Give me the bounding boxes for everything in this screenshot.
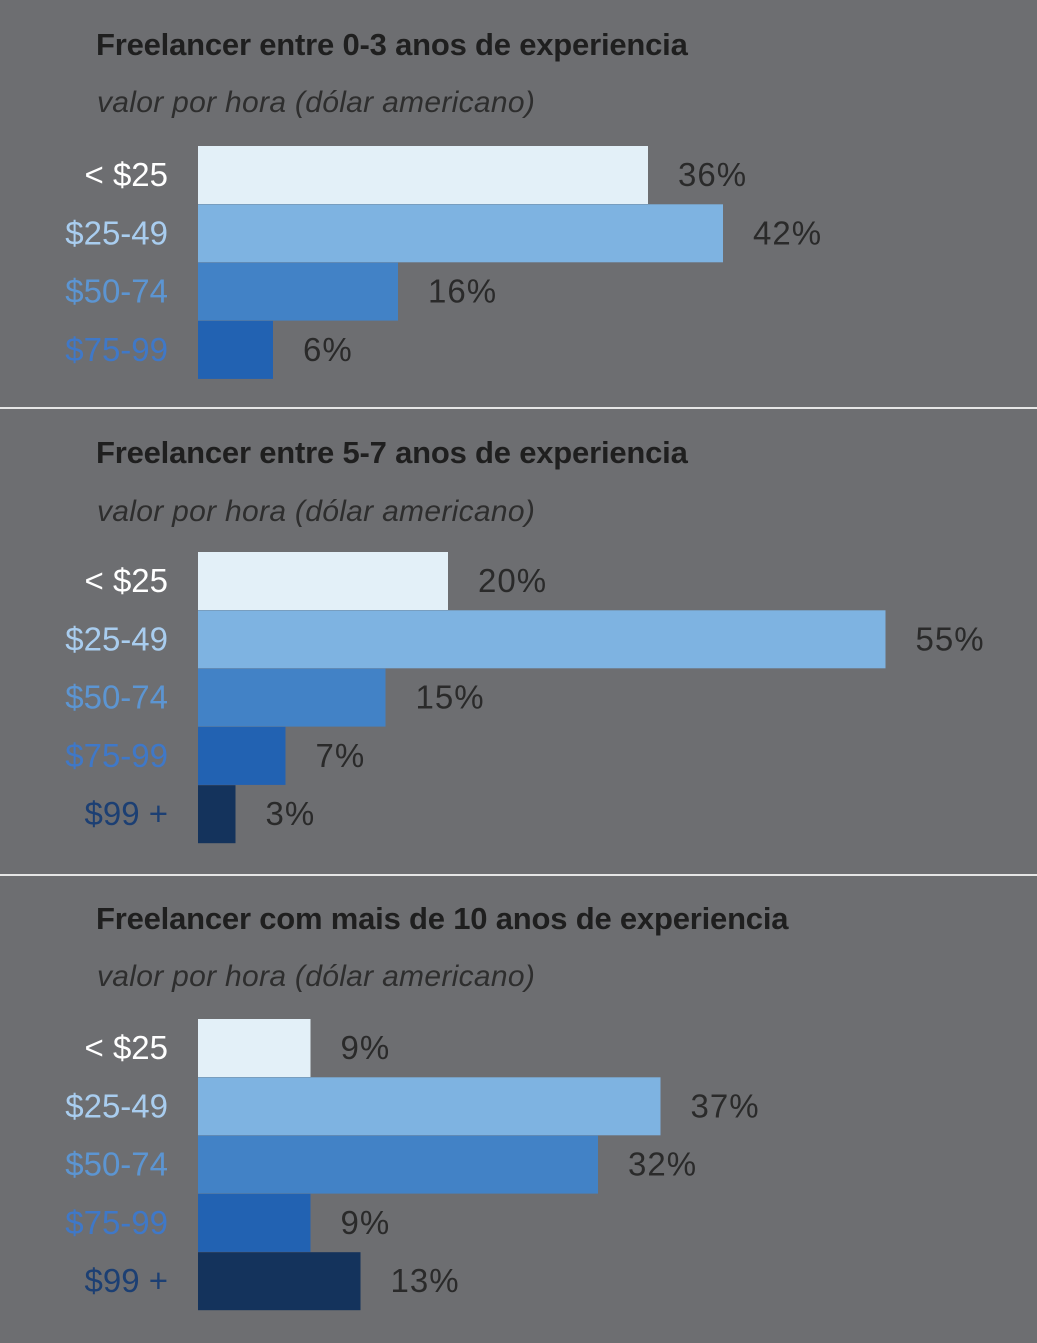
value-label: 13% (391, 1262, 460, 1299)
bar-1 (198, 552, 448, 610)
category-label: < $25 (85, 562, 169, 599)
chart-panel-5-7-years: Freelancer entre 5-7 anos de experiencia… (0, 409, 1037, 875)
bar-4 (198, 320, 273, 379)
bar-chart-10-plus-years: < $25 9% $25-49 37% $50-74 32% $75-99 9% $99 + 13… (65, 1019, 760, 1311)
value-label: 9% (341, 1029, 391, 1066)
category-label: $75-99 (65, 331, 168, 368)
category-label: $75-99 (65, 1204, 168, 1241)
bar-2 (198, 204, 723, 263)
category-label: $99 + (85, 795, 169, 832)
category-label: $50-74 (65, 273, 168, 310)
category-label: < $25 (85, 156, 169, 193)
value-label: 9% (341, 1204, 391, 1241)
value-label: 42% (753, 214, 822, 251)
category-label: $25-49 (65, 214, 168, 251)
chart-panel-0-3-years: Freelancer entre 0-3 anos de experiencia… (0, 0, 1037, 408)
bar-1 (198, 146, 648, 204)
chart-title: Freelancer com mais de 10 anos de experi… (96, 901, 789, 936)
value-label: 16% (428, 273, 497, 310)
chart-subtitle: valor por hora (dólar americano) (97, 960, 536, 993)
bar-chart-5-7-years: < $25 20% $25-49 55% $50-74 15% $75-99 7% $99 + 3… (65, 552, 985, 844)
chart-subtitle: valor por hora (dólar americano) (97, 86, 536, 119)
bar-3 (198, 668, 386, 727)
value-label: 32% (628, 1146, 697, 1183)
value-label: 36% (678, 156, 747, 193)
panel-divider (0, 874, 1037, 876)
bar-3 (198, 262, 398, 321)
chart-subtitle: valor por hora (dólar americano) (97, 495, 536, 528)
category-label: $99 + (85, 1262, 169, 1299)
value-label: 55% (916, 620, 985, 657)
value-label: 3% (266, 795, 316, 832)
category-label: $50-74 (65, 1146, 168, 1183)
panel-divider (0, 407, 1037, 409)
value-label: 37% (691, 1087, 760, 1124)
category-label: $75-99 (65, 737, 168, 774)
bar-4 (198, 726, 286, 785)
value-label: 7% (316, 737, 366, 774)
category-label: < $25 (85, 1029, 169, 1066)
bar-3 (198, 1135, 598, 1194)
value-label: 15% (416, 679, 485, 716)
bar-2 (198, 610, 886, 669)
bar-2 (198, 1077, 661, 1136)
chart-title: Freelancer entre 5-7 anos de experiencia (96, 435, 688, 470)
value-label: 6% (303, 331, 353, 368)
bar-1 (198, 1019, 311, 1077)
category-label: $25-49 (65, 1087, 168, 1124)
category-label: $25-49 (65, 620, 168, 657)
chart-title: Freelancer entre 0-3 anos de experiencia (96, 27, 688, 62)
bar-5 (198, 1252, 361, 1311)
chart-panel-10-plus-years: Freelancer com mais de 10 anos de experi… (0, 876, 1037, 1343)
bar-4 (198, 1193, 311, 1252)
bar-chart-0-3-years: < $25 36% $25-49 42% $50-74 16% $75-99 6% (65, 146, 822, 379)
bar-5 (198, 785, 236, 844)
category-label: $50-74 (65, 679, 168, 716)
value-label: 20% (478, 562, 547, 599)
